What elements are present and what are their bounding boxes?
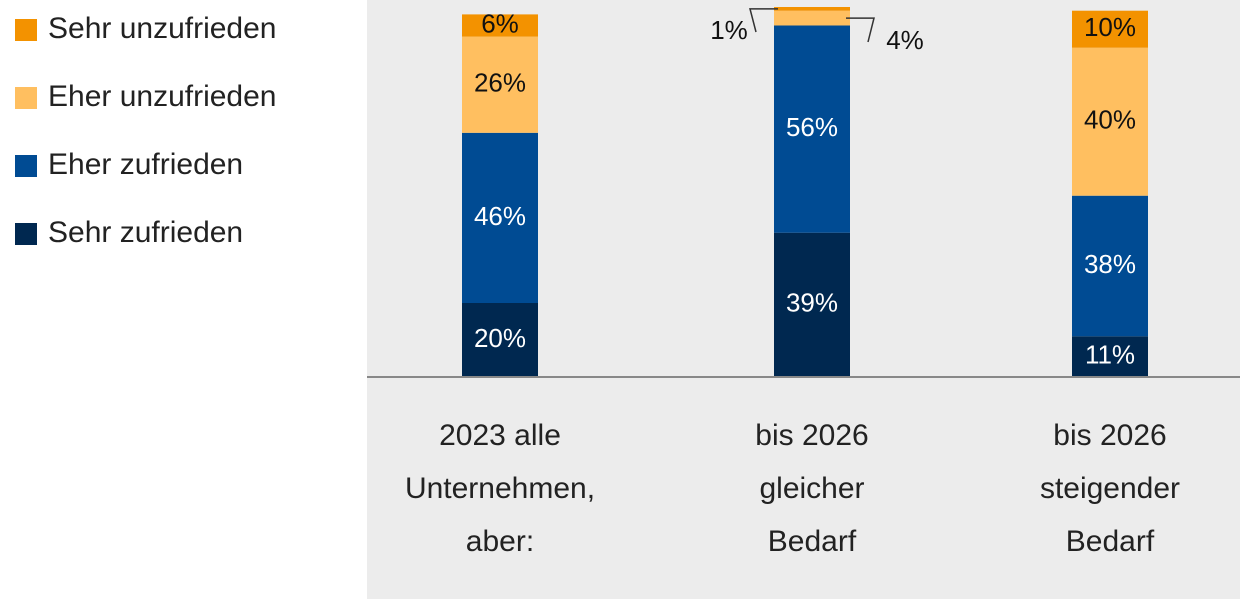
x-tick-label: aber:	[466, 525, 534, 558]
bar-segment	[462, 303, 538, 377]
bar-segment	[462, 132, 538, 303]
data-label: 1%	[710, 15, 748, 45]
bar-segment	[1072, 195, 1148, 337]
legend-swatch	[15, 223, 37, 245]
legend-label: Eher unzufrieden	[48, 80, 277, 113]
bar-segment	[462, 14, 538, 37]
data-label: 26%	[474, 68, 526, 98]
legend-label: Eher zufrieden	[48, 148, 243, 181]
data-label: 4%	[886, 25, 924, 55]
data-label: 11%	[1085, 340, 1135, 370]
bar-segment	[1072, 10, 1148, 48]
legend-swatch	[15, 87, 37, 109]
legend-label: Sehr zufrieden	[48, 216, 243, 249]
bar-segment	[774, 7, 850, 11]
data-label: 39%	[786, 288, 838, 318]
data-label: 10%	[1084, 12, 1136, 42]
x-tick-label: bis 2026	[755, 419, 868, 452]
bar-segment	[1072, 336, 1148, 377]
x-tick-label: Bedarf	[768, 525, 857, 558]
bar-segment	[462, 36, 538, 133]
data-label: 46%	[474, 201, 526, 231]
legend-swatch	[15, 19, 37, 41]
x-tick-label: gleicher	[759, 472, 864, 505]
data-label: 6%	[481, 8, 519, 38]
leader-line	[846, 17, 875, 43]
data-label: 56%	[786, 112, 838, 142]
x-tick-label: steigender	[1040, 472, 1180, 505]
data-label: 38%	[1084, 249, 1136, 279]
legend-swatch	[15, 155, 37, 177]
x-tick-label: Unternehmen,	[405, 472, 595, 505]
x-tick-label: Bedarf	[1066, 525, 1155, 558]
bar-segment	[1072, 47, 1148, 196]
bar-segment	[774, 10, 850, 26]
x-tick-label: 2023 alle	[439, 419, 561, 452]
legend-label: Sehr unzufrieden	[48, 12, 277, 45]
leader-line	[749, 8, 778, 33]
data-label: 20%	[474, 323, 526, 353]
bar-segment	[774, 232, 850, 377]
bar-segment	[774, 25, 850, 233]
data-label: 40%	[1084, 105, 1136, 135]
x-tick-label: bis 2026	[1053, 419, 1166, 452]
